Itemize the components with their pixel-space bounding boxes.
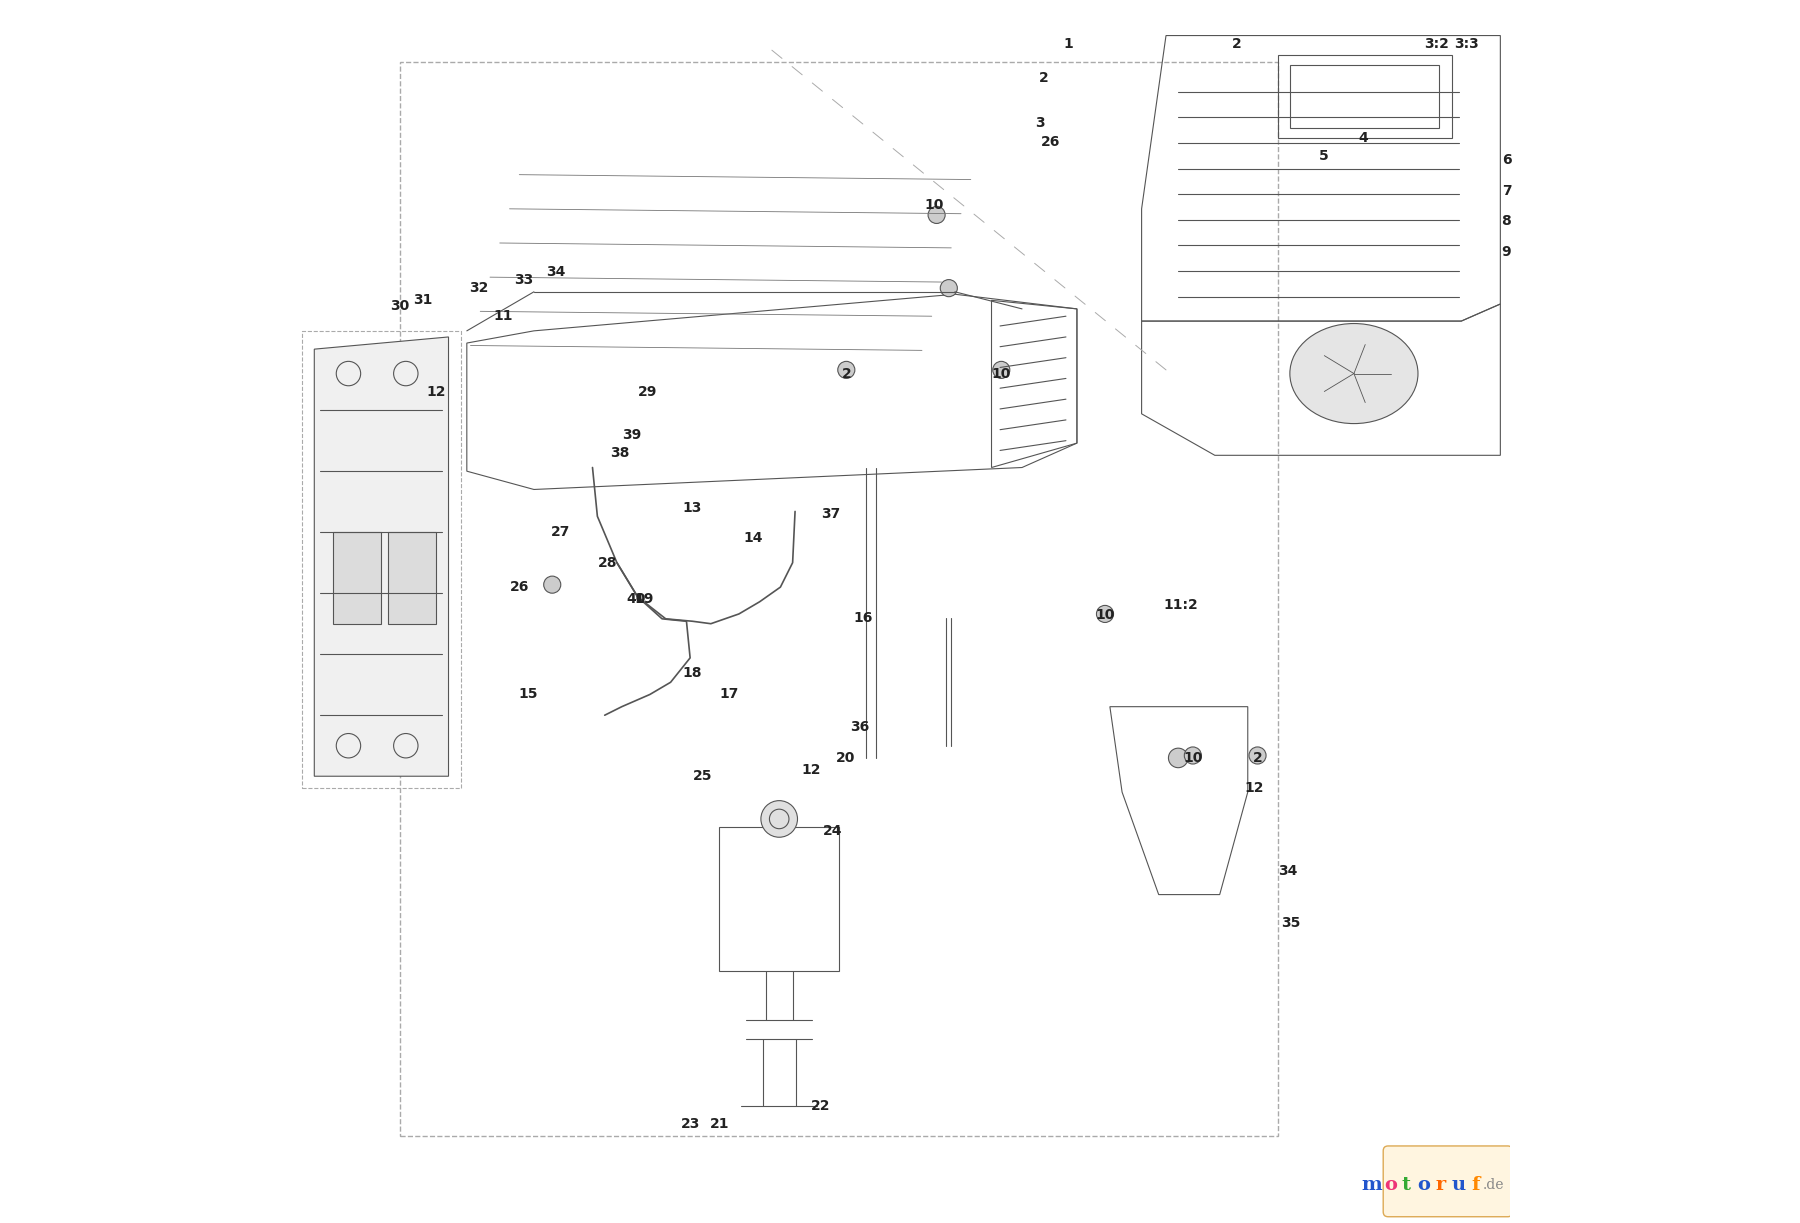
Bar (333, 532, 382, 624)
Bar (720, 828, 839, 971)
Text: 10: 10 (992, 367, 1012, 380)
Text: 37: 37 (821, 506, 841, 521)
Bar (1291, 65, 1440, 128)
Text: 27: 27 (551, 525, 571, 539)
Text: 14: 14 (743, 531, 763, 545)
Text: 23: 23 (680, 1117, 700, 1131)
Text: 9: 9 (1501, 245, 1512, 258)
Text: 2: 2 (1253, 751, 1262, 764)
Text: 12: 12 (1244, 781, 1264, 795)
Text: 3:2: 3:2 (1424, 37, 1449, 51)
Text: 5: 5 (1319, 149, 1328, 164)
Text: m: m (1363, 1177, 1382, 1194)
Text: 2: 2 (1231, 37, 1242, 51)
Text: o: o (1384, 1177, 1397, 1194)
Circle shape (1184, 747, 1201, 764)
Text: 20: 20 (835, 751, 855, 764)
Text: 32: 32 (470, 281, 490, 295)
Text: 22: 22 (812, 1098, 830, 1113)
FancyBboxPatch shape (1382, 1146, 1512, 1217)
Text: 12: 12 (427, 385, 446, 399)
Circle shape (929, 207, 945, 224)
Text: 25: 25 (693, 769, 713, 783)
Text: 10: 10 (925, 198, 943, 212)
Text: 36: 36 (850, 720, 869, 735)
Text: 3: 3 (1035, 116, 1046, 131)
Circle shape (940, 280, 958, 297)
Text: u: u (1453, 1177, 1465, 1194)
Text: 31: 31 (414, 294, 432, 307)
Text: 40: 40 (626, 592, 646, 607)
Bar (302, 331, 461, 789)
Text: 13: 13 (682, 500, 702, 515)
Text: 21: 21 (709, 1117, 729, 1131)
Polygon shape (315, 338, 448, 777)
Text: 33: 33 (515, 273, 535, 286)
Bar (387, 532, 436, 624)
Text: 15: 15 (518, 687, 538, 702)
Text: 38: 38 (610, 446, 628, 460)
Text: o: o (1417, 1177, 1429, 1194)
Text: 12: 12 (801, 763, 821, 777)
Circle shape (1249, 747, 1265, 764)
Text: 39: 39 (623, 428, 641, 442)
Text: 26: 26 (509, 580, 529, 594)
Text: 34: 34 (1278, 865, 1298, 878)
Circle shape (994, 361, 1010, 378)
Bar (1278, 55, 1451, 138)
Text: 4: 4 (1359, 131, 1368, 146)
Bar (400, 62, 1278, 1136)
Text: 8: 8 (1501, 214, 1512, 227)
Text: 34: 34 (545, 265, 565, 279)
Text: 18: 18 (682, 665, 702, 680)
Text: 1: 1 (1064, 37, 1073, 51)
Text: 19: 19 (634, 592, 653, 607)
Circle shape (761, 801, 797, 838)
Text: 6: 6 (1501, 153, 1512, 168)
Text: 30: 30 (391, 300, 409, 313)
Text: 2: 2 (1039, 71, 1049, 86)
Text: 3:3: 3:3 (1454, 37, 1478, 51)
Text: t: t (1402, 1177, 1411, 1194)
Ellipse shape (1291, 324, 1418, 423)
Text: 35: 35 (1282, 916, 1300, 929)
Text: 29: 29 (637, 385, 657, 399)
Text: 28: 28 (598, 555, 617, 570)
Text: 24: 24 (823, 824, 842, 838)
Circle shape (837, 361, 855, 378)
Text: f: f (1472, 1177, 1480, 1194)
Circle shape (1168, 748, 1188, 768)
Text: 11:2: 11:2 (1163, 598, 1199, 613)
Text: r: r (1435, 1177, 1445, 1194)
Text: 11: 11 (493, 309, 513, 323)
Text: 7: 7 (1501, 183, 1512, 198)
Circle shape (1096, 605, 1114, 623)
Text: 26: 26 (1040, 135, 1060, 149)
Text: 10: 10 (1183, 751, 1202, 764)
Text: 10: 10 (1096, 608, 1114, 623)
Text: 16: 16 (853, 610, 873, 625)
Text: 17: 17 (720, 687, 738, 702)
Circle shape (544, 576, 562, 593)
Text: 2: 2 (841, 367, 851, 380)
Text: .de: .de (1481, 1178, 1503, 1192)
